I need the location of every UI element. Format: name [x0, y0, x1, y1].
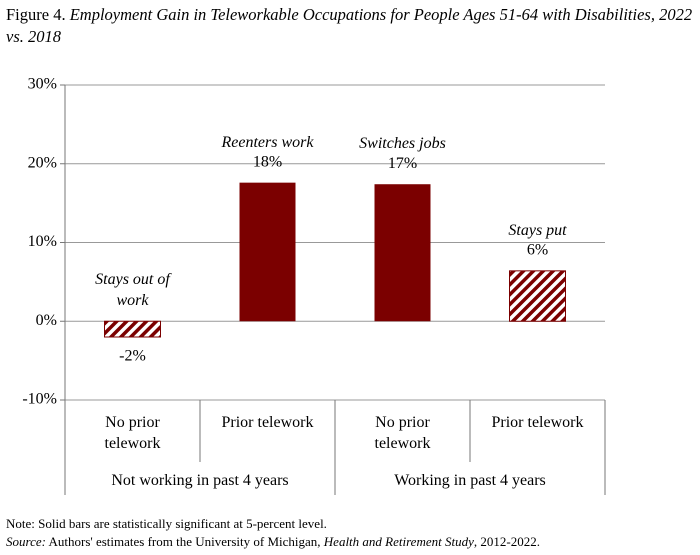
- source-text: , 2012-2022.: [473, 534, 540, 549]
- y-tick-label: 10%: [28, 233, 57, 250]
- group-label: Not working in past 4 years: [111, 472, 289, 489]
- y-tick-label: 30%: [28, 76, 57, 93]
- value-label: -2%: [119, 348, 146, 365]
- annotation: Stays out of work: [95, 271, 170, 310]
- y-tick-label: -10%: [22, 391, 57, 408]
- chart-title: Employment Gain in Teleworkable Occupati…: [6, 5, 693, 46]
- bar: [509, 270, 566, 322]
- source-title: Health and Retirement Study: [323, 534, 474, 549]
- source: Source: Authors' estimates from the Univ…: [6, 534, 540, 550]
- title-block: Figure 4. Employment Gain in Teleworkabl…: [6, 4, 696, 48]
- bar: [104, 320, 161, 338]
- y-tick-label: 20%: [28, 154, 57, 171]
- x-tick-label: No prior telework: [374, 414, 431, 452]
- value-label: 18%: [253, 153, 282, 170]
- bar: [239, 182, 296, 322]
- y-tick-label: 0%: [36, 312, 57, 329]
- group-label: Working in past 4 years: [394, 472, 546, 489]
- x-tick-label: Prior telework: [221, 414, 314, 431]
- bar: [374, 184, 431, 322]
- annotation: Switches jobs: [359, 135, 446, 153]
- x-tick-label: No prior telework: [104, 414, 161, 452]
- value-label: 17%: [388, 155, 417, 172]
- source-text: Authors' estimates from the University o…: [45, 534, 324, 549]
- x-tick-label: Prior telework: [491, 414, 584, 431]
- source-label: Source:: [6, 534, 46, 549]
- note: Note: Solid bars are statistically signi…: [6, 516, 327, 531]
- annotation: Stays put: [508, 221, 567, 239]
- annotation: Reenters work: [221, 133, 314, 151]
- figure-label: Figure 4.: [6, 5, 66, 24]
- value-label: 6%: [527, 242, 548, 259]
